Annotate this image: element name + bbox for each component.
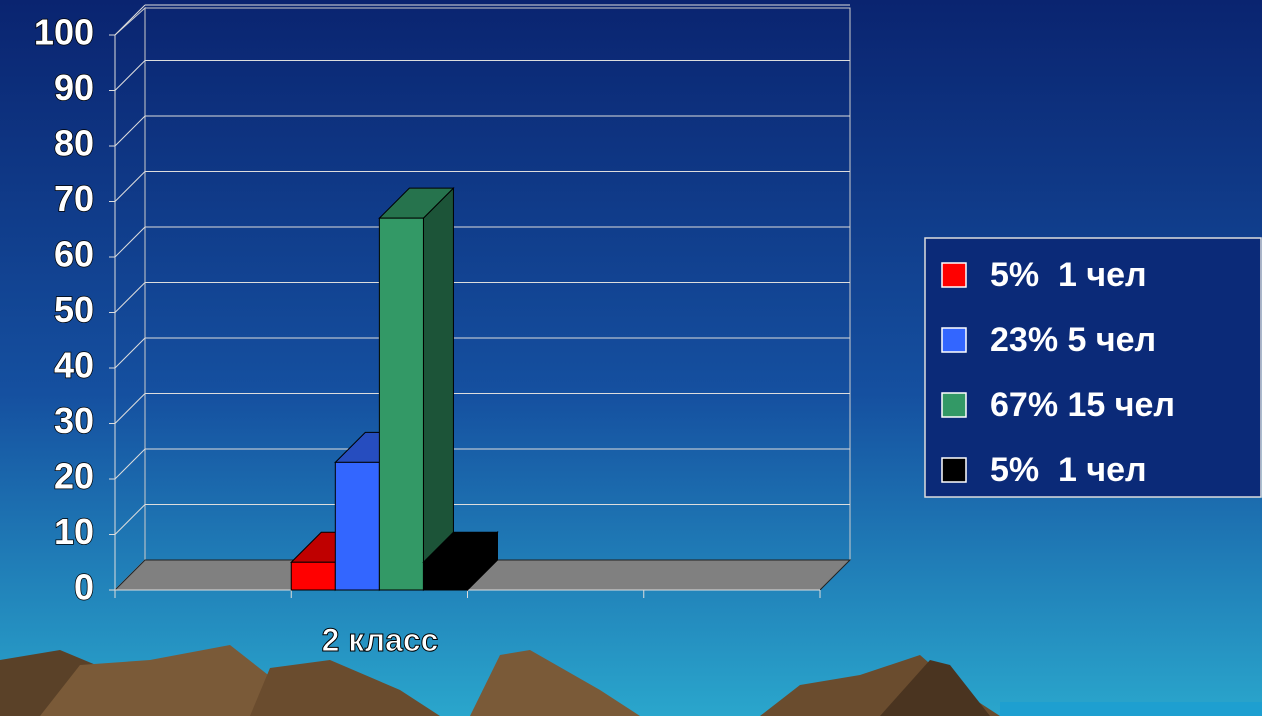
- y-tick-label: 30: [54, 400, 94, 441]
- y-tick-label: 0: [74, 567, 94, 608]
- bar: [291, 562, 335, 590]
- legend-swatch: [942, 263, 966, 287]
- legend-swatch: [942, 393, 966, 417]
- y-tick-label: 20: [54, 456, 94, 497]
- y-tick-label: 50: [54, 289, 94, 330]
- legend-label: 67% 15 чел: [990, 386, 1175, 424]
- legend-label: 5% 1 чел: [990, 451, 1147, 489]
- bar-side: [423, 188, 453, 590]
- y-tick-label: 60: [54, 234, 94, 275]
- y-tick-label: 90: [54, 67, 94, 108]
- bar: [423, 562, 467, 590]
- legend-swatch: [942, 458, 966, 482]
- legend-swatch: [942, 328, 966, 352]
- bar: [379, 218, 423, 590]
- y-tick-label: 10: [54, 511, 94, 552]
- slide: 0 10 20 30 40 50 60 70 80 90 100 5% 1 чел 23% 5 чел 6…: [0, 0, 1262, 716]
- y-tick-label: 70: [54, 178, 94, 219]
- bar: [335, 462, 379, 590]
- x-tick-label: 2 класс: [320, 620, 440, 660]
- y-tick-label: 80: [54, 123, 94, 164]
- legend-label: 5% 1 чел: [990, 256, 1147, 294]
- chart: 0 10 20 30 40 50 60 70 80 90 100 5% 1 чел 23% 5 чел 6…: [0, 0, 1262, 716]
- y-tick-label: 40: [54, 345, 94, 386]
- y-tick-label: 100: [34, 12, 94, 53]
- legend-label: 23% 5 чел: [990, 321, 1156, 359]
